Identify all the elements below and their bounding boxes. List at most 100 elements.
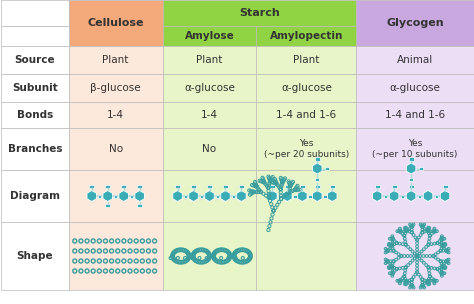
Polygon shape	[119, 191, 128, 202]
Polygon shape	[87, 191, 97, 202]
Polygon shape	[283, 191, 292, 202]
Polygon shape	[103, 191, 112, 202]
Bar	[223, 185, 228, 188]
Bar	[256, 46, 356, 74]
Bar	[69, 102, 163, 128]
Bar	[356, 170, 474, 222]
Bar	[163, 26, 256, 46]
Bar	[163, 74, 256, 102]
Text: β-glucose: β-glucose	[91, 83, 141, 93]
Bar	[330, 185, 335, 188]
Text: Shape: Shape	[17, 251, 53, 261]
Bar	[409, 185, 414, 188]
Polygon shape	[189, 191, 198, 202]
Text: Source: Source	[15, 55, 55, 65]
Polygon shape	[221, 191, 230, 202]
Text: Animal: Animal	[397, 55, 433, 65]
Text: No: No	[202, 144, 217, 154]
Text: α-glucose: α-glucose	[281, 83, 332, 93]
Polygon shape	[268, 191, 277, 202]
Bar	[315, 157, 320, 161]
Polygon shape	[312, 191, 322, 202]
Bar	[69, 222, 163, 290]
Text: Plant: Plant	[196, 55, 223, 65]
Bar	[323, 195, 327, 198]
Bar	[130, 195, 133, 198]
Bar	[163, 222, 256, 290]
Polygon shape	[135, 191, 145, 202]
Text: Yes
(~per 10 subunits): Yes (~per 10 subunits)	[373, 139, 458, 159]
Bar	[69, 170, 163, 222]
Bar	[1, 46, 69, 74]
Bar	[163, 128, 256, 170]
Bar	[356, 222, 474, 290]
Bar	[137, 185, 142, 188]
Bar	[325, 167, 329, 170]
Bar	[356, 128, 474, 170]
Bar	[356, 46, 474, 74]
Polygon shape	[205, 191, 214, 202]
Text: 1-4 and 1-6: 1-4 and 1-6	[276, 110, 337, 120]
Polygon shape	[173, 191, 182, 202]
Bar	[121, 185, 126, 188]
Text: Branches: Branches	[8, 144, 62, 154]
Bar	[137, 204, 142, 207]
Bar	[105, 185, 110, 188]
Bar	[256, 170, 356, 222]
Bar	[278, 195, 282, 198]
Bar	[105, 204, 110, 207]
Text: α-glucose: α-glucose	[390, 83, 440, 93]
Bar	[392, 185, 397, 188]
Bar	[1, 128, 69, 170]
Polygon shape	[406, 191, 416, 202]
Text: 1-4: 1-4	[201, 110, 218, 120]
Text: Amylose: Amylose	[185, 31, 234, 41]
Bar	[69, 128, 163, 170]
Bar	[435, 195, 438, 198]
Text: Glycogen: Glycogen	[386, 18, 444, 28]
Polygon shape	[312, 163, 322, 174]
Polygon shape	[373, 191, 382, 202]
Polygon shape	[298, 191, 307, 202]
Bar	[163, 46, 256, 74]
Bar	[374, 185, 380, 188]
Bar	[315, 178, 319, 181]
Bar	[409, 178, 413, 181]
Bar	[1, 0, 69, 26]
Polygon shape	[406, 163, 416, 174]
Polygon shape	[440, 191, 450, 202]
Bar	[409, 157, 414, 161]
Bar	[293, 195, 297, 198]
Bar	[356, 102, 474, 128]
Bar	[285, 185, 290, 188]
Bar	[256, 74, 356, 102]
Text: Amylopectin: Amylopectin	[270, 31, 343, 41]
Polygon shape	[237, 191, 246, 202]
Bar	[1, 74, 69, 102]
Text: 1-4 and 1-6: 1-4 and 1-6	[385, 110, 445, 120]
Bar	[300, 185, 305, 188]
Bar	[98, 195, 101, 198]
Text: α-glucose: α-glucose	[184, 83, 235, 93]
Bar	[308, 195, 311, 198]
Bar	[419, 167, 423, 170]
Bar	[256, 128, 356, 170]
Bar	[163, 170, 256, 222]
Bar	[163, 0, 356, 26]
Bar	[69, 74, 163, 102]
Bar	[1, 170, 69, 222]
Bar	[384, 195, 387, 198]
Bar	[270, 185, 275, 188]
Bar	[191, 185, 196, 188]
Bar	[89, 185, 94, 188]
Polygon shape	[328, 191, 337, 202]
Bar	[200, 195, 203, 198]
Bar	[401, 195, 404, 198]
Bar	[256, 26, 356, 46]
Bar	[232, 195, 235, 198]
Bar	[114, 195, 118, 198]
Bar	[356, 74, 474, 102]
Text: Plant: Plant	[293, 55, 319, 65]
Bar	[443, 185, 447, 188]
Polygon shape	[390, 191, 399, 202]
